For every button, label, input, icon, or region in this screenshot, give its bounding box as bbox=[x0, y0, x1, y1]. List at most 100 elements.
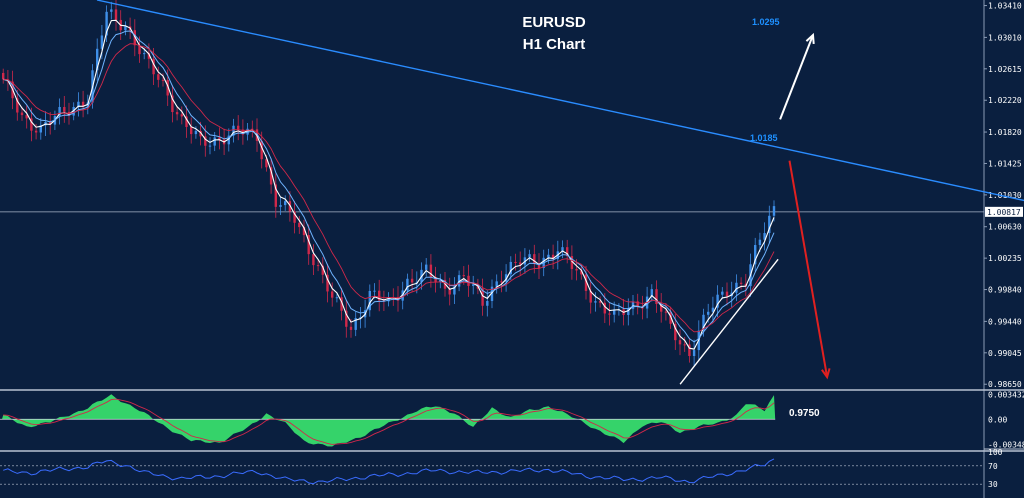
candle bbox=[566, 239, 569, 264]
candle bbox=[509, 256, 512, 280]
candle-body bbox=[302, 227, 306, 236]
candle bbox=[340, 287, 343, 321]
candle-body bbox=[274, 184, 277, 207]
arrow-head bbox=[821, 368, 831, 380]
candle bbox=[608, 302, 611, 326]
candle-body bbox=[312, 254, 315, 266]
candle-body bbox=[514, 261, 517, 263]
candle bbox=[758, 232, 762, 252]
candle bbox=[692, 339, 696, 367]
osc-tick-label: -0.00348 bbox=[988, 441, 1024, 450]
candle-body bbox=[589, 290, 592, 303]
osc-tick-label: 0.00 bbox=[988, 415, 1007, 424]
candle-body bbox=[490, 286, 494, 302]
candle-body bbox=[627, 308, 630, 315]
candle-body bbox=[340, 297, 343, 311]
candle bbox=[269, 157, 273, 194]
candle bbox=[279, 196, 282, 215]
candle-body bbox=[321, 265, 324, 275]
candle-body bbox=[692, 350, 696, 357]
candle bbox=[96, 38, 99, 81]
candle bbox=[2, 68, 5, 84]
candle bbox=[650, 284, 653, 302]
candle-body bbox=[735, 282, 738, 293]
candle-body bbox=[613, 309, 616, 315]
candle bbox=[81, 90, 85, 118]
ma-slow-line bbox=[3, 43, 775, 333]
up-arrow bbox=[779, 32, 815, 120]
candle-body bbox=[707, 311, 710, 315]
candle bbox=[180, 106, 183, 125]
candle-body bbox=[30, 118, 33, 131]
candle-body bbox=[39, 125, 42, 133]
candle-body bbox=[331, 291, 334, 298]
candle-body bbox=[171, 95, 174, 113]
current-price-label: 1.00817 bbox=[987, 208, 1021, 217]
candle-body bbox=[500, 281, 503, 283]
candle-body bbox=[608, 313, 611, 315]
candle-body bbox=[368, 290, 371, 311]
candle bbox=[580, 265, 583, 280]
candle bbox=[589, 279, 592, 314]
candle-body bbox=[180, 114, 183, 117]
candle-body bbox=[213, 137, 216, 146]
candle-body bbox=[77, 101, 80, 107]
candle-body bbox=[547, 254, 550, 258]
candle bbox=[495, 274, 498, 294]
candle-body bbox=[504, 274, 508, 282]
candle-body bbox=[472, 284, 475, 286]
support-trendline bbox=[679, 258, 779, 385]
candle bbox=[39, 118, 42, 140]
candle-body bbox=[678, 340, 682, 345]
candle bbox=[326, 263, 329, 303]
candle-body bbox=[58, 106, 61, 117]
price-tick-label: 1.00630 bbox=[988, 223, 1022, 232]
target-label-trendline: 1.0185 bbox=[750, 133, 778, 143]
candle bbox=[284, 195, 287, 211]
candle bbox=[190, 117, 193, 144]
candle-body bbox=[566, 247, 569, 257]
candle-body bbox=[486, 301, 489, 306]
candle bbox=[636, 293, 639, 315]
candle bbox=[669, 306, 672, 329]
candle bbox=[25, 104, 28, 129]
candle bbox=[251, 120, 254, 138]
candle-body bbox=[190, 126, 193, 135]
oscillator-signal-line bbox=[3, 398, 775, 445]
candle bbox=[500, 270, 503, 293]
candle bbox=[754, 237, 757, 272]
candle bbox=[105, 5, 108, 42]
candle bbox=[768, 205, 771, 244]
candle bbox=[227, 128, 230, 152]
candle bbox=[152, 47, 155, 86]
candle-body bbox=[110, 9, 113, 12]
candle bbox=[739, 277, 743, 290]
chart-title: EURUSD bbox=[522, 14, 586, 31]
candle-body bbox=[594, 301, 597, 303]
candle-body bbox=[345, 310, 348, 327]
candle bbox=[208, 137, 212, 155]
candle bbox=[537, 253, 541, 279]
candle-body bbox=[373, 290, 376, 292]
candle-body bbox=[100, 35, 104, 49]
price-tick-label: 1.01820 bbox=[988, 128, 1022, 137]
candle bbox=[519, 251, 522, 276]
candle bbox=[627, 298, 630, 326]
candle-body bbox=[664, 311, 668, 313]
candle-body bbox=[25, 115, 28, 119]
candle bbox=[20, 106, 24, 121]
candle-body bbox=[152, 58, 155, 75]
candle bbox=[49, 112, 52, 135]
candle-body bbox=[138, 45, 141, 55]
candle-body bbox=[161, 79, 165, 81]
candle-body bbox=[260, 140, 263, 160]
rsi-line bbox=[3, 458, 775, 485]
candle-body bbox=[124, 26, 127, 31]
candle bbox=[171, 85, 174, 123]
candle-body bbox=[269, 167, 273, 185]
candle-body bbox=[650, 289, 653, 297]
candle bbox=[425, 258, 428, 277]
candle-body bbox=[580, 270, 583, 275]
resistance-trendline bbox=[96, 0, 1024, 202]
